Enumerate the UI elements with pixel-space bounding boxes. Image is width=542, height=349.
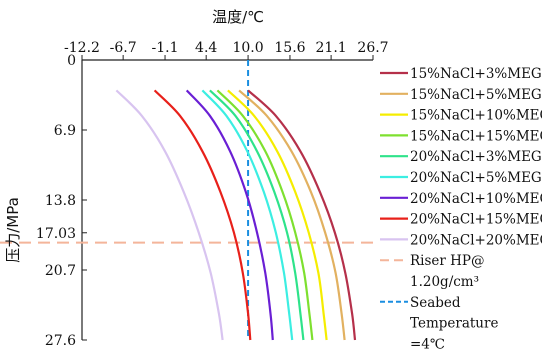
legend-label: 15%NaCl+15%MEG bbox=[410, 128, 542, 144]
y-tick-label: 6.9 bbox=[54, 123, 76, 139]
x-axis-ticks: -12.2 -6.7 -1.1 4.4 10.0 15.6 21.1 26.7 bbox=[64, 40, 389, 60]
series-line-15-nacl-5-meg bbox=[238, 89, 346, 341]
y-axis-title: 压力/MPa bbox=[4, 197, 22, 263]
plot-frame bbox=[81, 59, 373, 340]
series-line-15-nacl-15-meg bbox=[216, 89, 314, 341]
legend-label: 20%NaCl+10%MEG bbox=[410, 191, 542, 207]
legend-label: 15%NaCl+3%MEG bbox=[410, 66, 542, 82]
y-tick-label: 20.7 bbox=[45, 263, 76, 279]
x-tick-label: -1.1 bbox=[152, 40, 179, 56]
y-tick-label: 0 bbox=[67, 53, 76, 69]
x-tick-label: 10.0 bbox=[232, 40, 263, 56]
legend-label: 20%NaCl+20%MEG bbox=[410, 232, 542, 248]
series-line-20-nacl-5-meg bbox=[201, 89, 294, 341]
legend-label: Seabed bbox=[410, 295, 461, 311]
legend-label: =4℃ bbox=[410, 336, 445, 349]
legend-label: 1.20g/cm³ bbox=[410, 274, 479, 290]
legend-label: 20%NaCl+3%MEG bbox=[410, 149, 542, 165]
x-axis-title: 温度/℃ bbox=[212, 8, 264, 26]
series-line-20-nacl-20-meg bbox=[115, 89, 224, 341]
series-lines bbox=[115, 89, 357, 341]
x-tick-label: 21.1 bbox=[316, 40, 347, 56]
x-tick-label: 15.6 bbox=[274, 40, 305, 56]
legend-label: 20%NaCl+15%MEG bbox=[410, 212, 542, 228]
y-axis-ticks: 0 6.9 13.8 17.03 20.7 27.6 bbox=[36, 53, 87, 349]
legend-label: 15%NaCl+5%MEG bbox=[410, 87, 542, 103]
x-tick-label: 26.7 bbox=[357, 40, 388, 56]
legend: 15%NaCl+3%MEG 15%NaCl+5%MEG 15%NaCl+10%MEG… bbox=[380, 66, 542, 349]
x-tick-label: -12.2 bbox=[64, 40, 100, 56]
legend-label: Temperature bbox=[410, 316, 498, 332]
legend-label: 15%NaCl+10%MEG bbox=[410, 108, 542, 124]
series-line-20-nacl-15-meg bbox=[153, 89, 252, 341]
y-tick-label: 13.8 bbox=[45, 193, 76, 209]
series-line-15-nacl-10-meg bbox=[227, 89, 328, 341]
series-line-20-nacl-10-meg bbox=[185, 89, 274, 341]
legend-label: 20%NaCl+5%MEG bbox=[410, 170, 542, 186]
x-tick-label: -6.7 bbox=[110, 40, 137, 56]
series-line-20-nacl-3-meg bbox=[209, 89, 305, 341]
series-line-15-nacl-3-meg bbox=[247, 89, 357, 341]
y-tick-label: 17.03 bbox=[36, 226, 76, 242]
y-tick-label: 27.6 bbox=[45, 333, 76, 349]
x-tick-label: 4.4 bbox=[195, 40, 217, 56]
legend-label: Riser HP@ bbox=[410, 253, 485, 269]
